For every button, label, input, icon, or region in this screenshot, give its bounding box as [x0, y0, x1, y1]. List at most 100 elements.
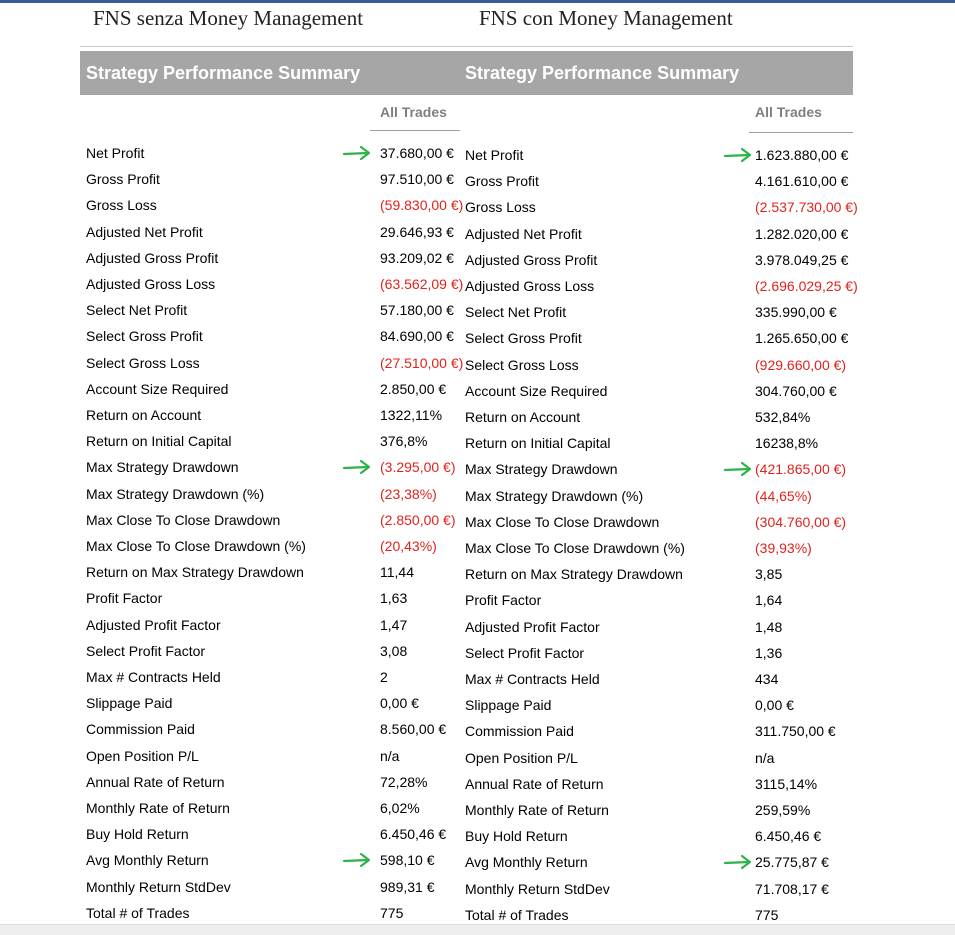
- metric-label: Gross Profit: [465, 173, 539, 190]
- metric-value: 3.978.049,25 €: [755, 251, 849, 268]
- metric-label: Return on Max Strategy Drawdown: [465, 566, 683, 583]
- metric-label: Max Close To Close Drawdown (%): [465, 540, 685, 556]
- metric-value: 1.265.650,00 €: [755, 330, 849, 347]
- metric-label: Profit Factor: [86, 590, 163, 607]
- metric-label: Max Close To Close Drawdown: [86, 511, 281, 528]
- heading-left: FNS senza Money Management: [93, 6, 364, 30]
- metric-label: Max # Contracts Held: [86, 669, 221, 685]
- table-row: Net Profit 1.623.880,00 €: [459, 142, 853, 168]
- metric-value: 598,10 €: [380, 852, 435, 869]
- metric-label: Adjusted Gross Loss: [465, 278, 595, 294]
- table-row: Adjusted Profit Factor 1,47: [80, 612, 460, 638]
- metric-value: 1,63: [380, 590, 408, 607]
- metric-label: Select Gross Profit: [86, 328, 203, 345]
- table-row: Max # Contracts Held 2: [80, 664, 460, 690]
- table-row: Gross Loss (59.830,00 €): [80, 192, 463, 218]
- table-row: Return on Account 532,84%: [459, 404, 853, 430]
- metric-label: Adjusted Gross Loss: [86, 276, 216, 292]
- table-row: Max Close To Close Drawdown (2.850,00 €): [80, 507, 460, 533]
- metric-label: Monthly Return StdDev: [465, 880, 610, 897]
- metric-value-negative: (2.696.029,25 €): [755, 278, 858, 294]
- metric-label: Adjusted Profit Factor: [86, 616, 221, 633]
- table-row: Return on Max Strategy Drawdown 3,85: [459, 561, 853, 587]
- metric-label: Adjusted Profit Factor: [465, 618, 600, 635]
- metric-value-negative: (421.865,00 €): [755, 461, 847, 478]
- metric-value: 1.623.880,00 €: [755, 147, 849, 163]
- table-row: Max Strategy Drawdown (3.295,00 €): [80, 454, 460, 480]
- table-row: Select Gross Profit 1.265.650,00 €: [459, 325, 853, 351]
- metric-value: 25.775,87 €: [755, 854, 829, 871]
- bottom-scroll-area: [0, 924, 955, 935]
- metric-value: 6,02%: [380, 800, 420, 816]
- table-row: Monthly Return StdDev 71.708,17 €: [459, 876, 853, 902]
- metric-label: Select Profit Factor: [86, 642, 206, 659]
- table-row: Select Profit Factor 3,08: [80, 638, 460, 664]
- metric-label: Adjusted Net Profit: [86, 223, 203, 240]
- panel-title: Strategy Performance Summary: [80, 51, 460, 95]
- metric-label: Buy Hold Return: [86, 826, 189, 843]
- table-row: Max Close To Close Drawdown (304.760,00 €…: [459, 509, 853, 535]
- metric-value: 775: [755, 906, 779, 923]
- table-row: Annual Rate of Return 3115,14%: [459, 771, 853, 797]
- table-row: Return on Account 1322,11%: [80, 402, 460, 428]
- metric-label: Max Strategy Drawdown (%): [86, 485, 265, 502]
- metric-value: 3,85: [755, 566, 783, 583]
- metric-value: 0,00 €: [380, 695, 419, 712]
- table-row: Avg Monthly Return 25.775,87 €: [459, 849, 853, 875]
- green-arrow-icon: [723, 855, 752, 870]
- metric-label: Total # of Trades: [86, 904, 190, 921]
- table-row: Max Strategy Drawdown (%) (23,38%): [80, 481, 460, 507]
- table-row: Max Close To Close Drawdown (%) (20,43%): [80, 533, 460, 559]
- table-row: Return on Initial Capital 16238,8%: [459, 430, 853, 456]
- metric-value: 0,00 €: [755, 697, 794, 714]
- metric-label: Return on Initial Capital: [86, 433, 232, 450]
- metric-value: 11,44: [380, 564, 414, 581]
- metric-value: 376,8%: [380, 433, 428, 450]
- metric-value-negative: (27.510,00 €): [380, 354, 464, 371]
- column-header-underline: [370, 130, 460, 131]
- metric-value-negative: (63.562,09 €): [380, 276, 464, 292]
- metric-value: 84.690,00 €: [380, 328, 454, 345]
- metric-value-negative: (3.295,00 €): [380, 459, 456, 476]
- metric-value: n/a: [380, 747, 400, 764]
- metric-label: Monthly Return StdDev: [86, 878, 231, 895]
- metric-label: Return on Max Strategy Drawdown: [86, 564, 304, 581]
- table-row: Adjusted Gross Profit 3.978.049,25 €: [459, 247, 853, 273]
- metric-value: 1.282.020,00 €: [755, 225, 849, 242]
- table-row: Select Net Profit 335.990,00 €: [459, 299, 853, 325]
- metric-label: Open Position P/L: [86, 747, 199, 764]
- metric-label: Adjusted Gross Profit: [465, 251, 598, 268]
- metric-value-negative: (39,93%): [755, 540, 812, 556]
- metric-label: Select Gross Loss: [465, 356, 579, 373]
- metric-label: Slippage Paid: [86, 695, 173, 712]
- table-row: Select Gross Loss (27.510,00 €): [80, 350, 464, 376]
- metric-value: 1,36: [755, 644, 783, 661]
- metric-label: Return on Account: [86, 407, 202, 423]
- table-row: Adjusted Net Profit 29.646,93 €: [80, 219, 460, 245]
- metric-label: Open Position P/L: [465, 749, 578, 766]
- metric-value: 1,47: [380, 616, 408, 633]
- metric-label: Buy Hold Return: [465, 828, 568, 845]
- metric-value-negative: (20,43%): [380, 538, 437, 554]
- metric-label: Max # Contracts Held: [465, 671, 600, 687]
- metric-label: Profit Factor: [465, 592, 542, 609]
- metric-label: Avg Monthly Return: [465, 854, 588, 871]
- table-row: Adjusted Net Profit 1.282.020,00 €: [459, 221, 853, 247]
- table-row: Select Profit Factor 1,36: [459, 640, 853, 666]
- metric-label: Adjusted Net Profit: [465, 225, 582, 242]
- metric-label: Select Net Profit: [465, 304, 567, 321]
- table-row: Slippage Paid 0,00 €: [459, 692, 853, 718]
- table-row: Gross Loss (2.537.730,00 €): [459, 194, 858, 220]
- metric-value: 335.990,00 €: [755, 304, 837, 321]
- window-top-border: [0, 0, 955, 3]
- metric-label: Account Size Required: [465, 382, 608, 399]
- metric-label: Account Size Required: [86, 380, 229, 397]
- table-row: Monthly Rate of Return 6,02%: [80, 795, 460, 821]
- metric-label: Max Strategy Drawdown: [465, 461, 618, 478]
- green-arrow-icon: [723, 147, 752, 163]
- metric-value: 532,84%: [755, 409, 811, 425]
- metric-label: Max Close To Close Drawdown (%): [86, 538, 306, 554]
- metric-value: 775: [380, 904, 404, 921]
- green-arrow-icon: [342, 853, 371, 868]
- metric-label: Annual Rate of Return: [465, 775, 604, 792]
